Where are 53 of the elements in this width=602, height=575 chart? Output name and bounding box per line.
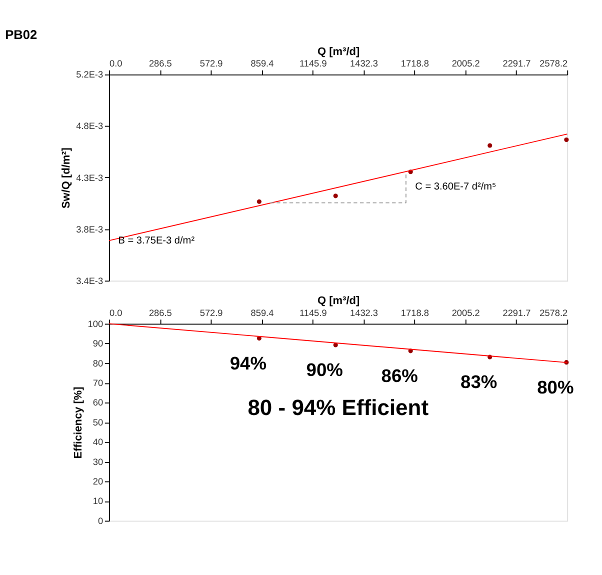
y-tick-label: 60	[92, 398, 104, 408]
x-axis-title: Q [m³/d]	[318, 295, 360, 308]
chart-title: PB02	[5, 26, 38, 42]
y-tick-label: 90	[92, 338, 104, 349]
x-tick-label: 0.0	[109, 308, 122, 318]
y-tick-label: 3.4E-3	[76, 276, 104, 286]
x-axis-title: Q [m³/d]	[318, 46, 360, 58]
annotation: 94%	[230, 352, 267, 374]
y-tick-label: 80	[92, 358, 104, 368]
x-tick-label: 2005.2	[452, 308, 480, 318]
x-tick-label: 572.9	[200, 308, 223, 318]
y-tick-label: 5.2E-3	[76, 70, 104, 80]
annotation: 83%	[460, 371, 498, 392]
y-tick-label: 4.3E-3	[76, 172, 104, 183]
x-tick-label: 2578.2	[540, 308, 568, 318]
x-tick-label: 1718.8	[400, 308, 429, 318]
x-tick-label: 572.9	[200, 58, 223, 69]
x-tick-label: 1718.8	[400, 58, 429, 69]
x-tick-label: 2005.2	[452, 58, 480, 69]
y-tick-label: 70	[92, 378, 104, 388]
point	[333, 194, 338, 198]
annotation: 86%	[381, 365, 418, 386]
point	[488, 143, 492, 148]
x-tick-label: 1432.3	[350, 58, 378, 69]
x-tick-label: 2578.2	[540, 58, 568, 69]
x-tick-label: 286.5	[148, 58, 172, 69]
y-axis-title: Efficiency [%]	[72, 386, 84, 459]
x-tick-label: 1432.3	[350, 308, 378, 318]
y-tick-label: 100	[88, 318, 104, 329]
x-tick-label: 2291.7	[502, 58, 531, 69]
y-tick-label: 20	[92, 476, 104, 487]
annotation: 80%	[537, 376, 574, 398]
point	[564, 138, 569, 142]
point	[256, 199, 262, 204]
y-tick-label: 0	[98, 516, 104, 526]
y-tick-label: 30	[92, 456, 104, 467]
x-tick-label: 286.5	[148, 308, 172, 318]
y-tick-label: 40	[92, 437, 104, 448]
y-tick-label: 4.8E-3	[76, 121, 104, 132]
y-tick-label: 3.8E-3	[76, 224, 104, 234]
annotation: 80 - 94% Efficient	[248, 394, 430, 420]
y-tick-label: 10	[92, 496, 104, 506]
x-tick-label: 0.0	[109, 58, 122, 69]
annotation: B = 3.75E-3 d/m²	[118, 235, 196, 246]
x-tick-label: 1145.9	[299, 58, 327, 69]
y-axis-title: Sw/Q [d/m²]	[60, 147, 73, 209]
x-tick-label: 859.4	[250, 58, 274, 69]
y-tick-label: 50	[92, 417, 104, 428]
x-tick-label: 2291.7	[502, 308, 531, 318]
annotation: 90%	[306, 359, 343, 380]
annotation: C = 3.60E-7 d²/m⁵	[415, 181, 496, 192]
x-tick-label: 859.4	[250, 308, 274, 318]
x-tick-label: 1145.9	[299, 308, 327, 318]
